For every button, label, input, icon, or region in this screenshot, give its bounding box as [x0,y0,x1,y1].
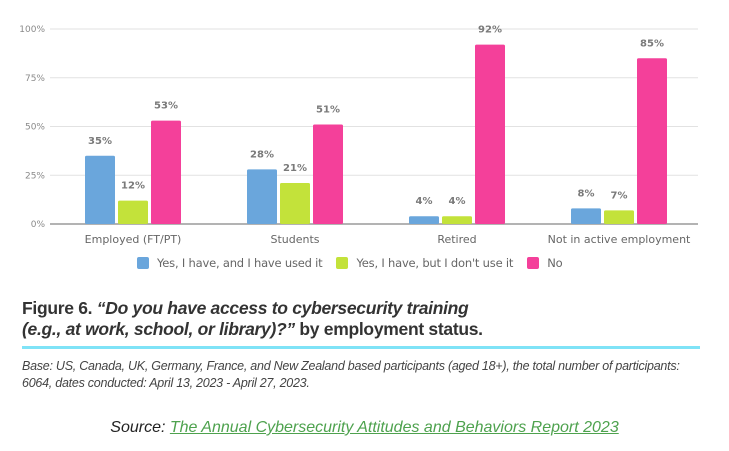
data-label: 92% [478,25,502,36]
legend-swatch-used [137,257,149,269]
y-tick-label: 0% [31,220,46,230]
bar [85,155,115,224]
data-label: 28% [250,149,274,160]
legend: Yes, I have, and I have used it Yes, I h… [137,256,576,270]
data-label: 35% [88,136,112,147]
caption-question-line1: “Do you have access to cybersecurity tra… [96,298,469,318]
source-link[interactable]: The Annual Cybersecurity Attitudes and B… [169,419,619,436]
source-line: Source: The Annual Cybersecurity Attitud… [0,419,729,437]
y-tick-label: 50% [25,123,45,133]
bar-chart: 0% 25% 50% 75% 100% 35% 12% 53% 28% 21% 51% 4% 4% 92… [19,25,698,246]
data-label: 53% [154,101,178,112]
legend-swatch-not-used [336,257,349,269]
data-label: 8% [578,188,595,199]
bar [313,124,343,224]
legend-label-used: Yes, I have, and I have used it [157,256,323,270]
bar [280,183,310,224]
caption-suffix: by employment status. [294,319,483,339]
bar [151,120,181,224]
legend-item-no: No [527,256,563,270]
x-category-label: Not in active employment [548,233,691,246]
data-label: 21% [283,163,307,174]
gridlines [50,28,698,225]
legend-item-not-used: Yes, I have, but I don't use it [336,256,513,270]
x-category-label: Employed (FT/PT) [85,233,182,246]
bar [409,216,439,224]
bar [571,208,601,224]
legend-item-used: Yes, I have, and I have used it [137,256,323,270]
bar [604,210,634,224]
base-note: Base: US, Canada, UK, Germany, France, a… [22,359,680,390]
caption-divider [22,346,700,349]
x-axis-categories: Employed (FT/PT) Students Retired Not in ac… [85,233,691,246]
x-category-label: Students [270,233,319,246]
data-label: 51% [316,105,340,116]
data-label: 4% [449,196,466,207]
legend-label-no: No [547,256,563,270]
data-label: 85% [640,38,664,49]
data-labels: 35% 12% 53% 28% 21% 51% 4% 4% 92% 8% 7% 85% [88,25,664,208]
bar [247,169,277,224]
bar [475,44,505,224]
y-tick-label: 100% [19,25,45,35]
caption-question-line2: (e.g., at work, school, or library)?” [22,319,295,339]
y-axis-ticks: 0% 25% 50% 75% 100% [19,25,45,230]
x-category-label: Retired [437,233,476,246]
data-label: 7% [611,190,628,201]
source-label: Source: [110,419,170,436]
bar [442,216,472,224]
data-label: 12% [121,181,145,192]
bar [118,200,148,224]
bar [637,58,667,224]
y-tick-label: 25% [25,171,45,181]
y-tick-label: 75% [25,74,45,84]
figure-caption: Figure 6. “Do you have access to cyberse… [22,298,702,340]
legend-swatch-no [527,257,540,269]
legend-label-not-used: Yes, I have, but I don't use it [356,256,514,270]
bars [85,44,667,224]
data-label: 4% [416,196,433,207]
caption-prefix: Figure 6. [22,298,97,318]
